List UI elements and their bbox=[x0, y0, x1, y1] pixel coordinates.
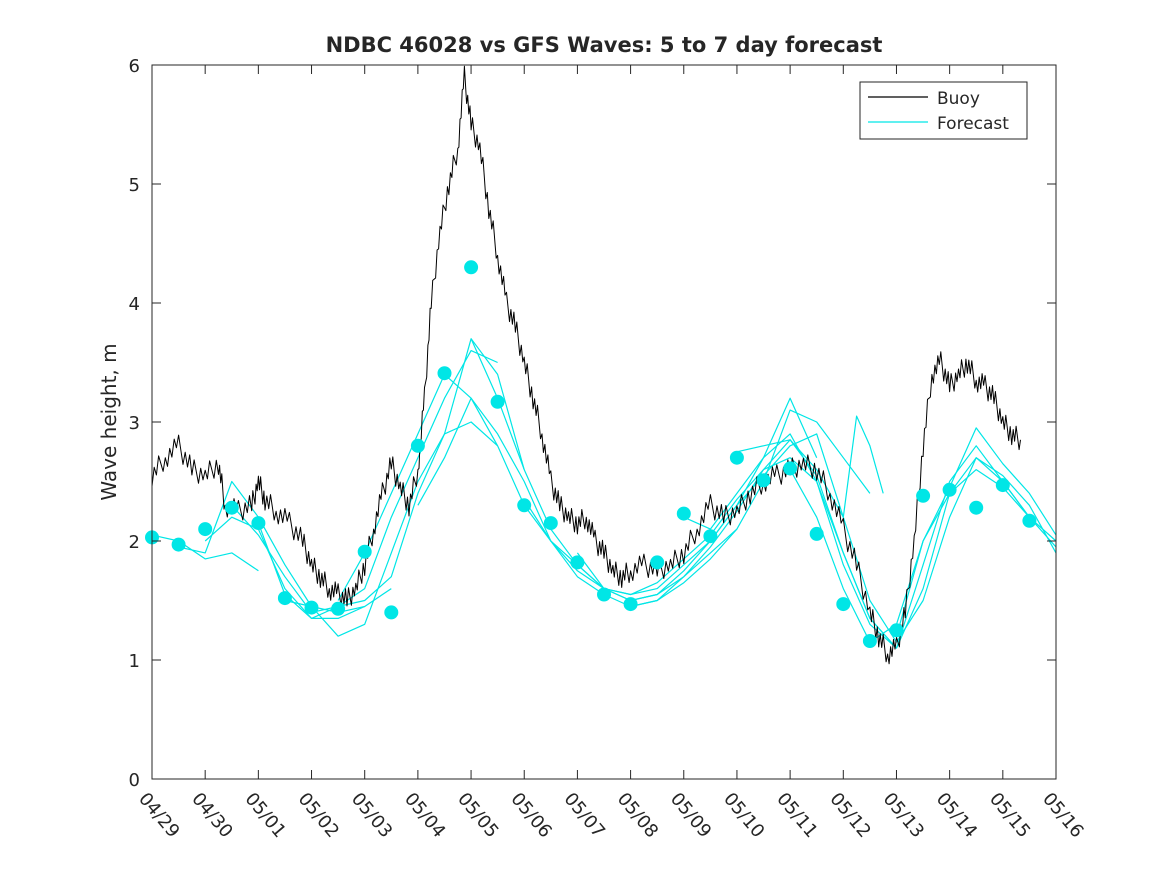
x-tick-label: 04/29 bbox=[134, 789, 183, 842]
y-tick-label: 1 bbox=[129, 651, 140, 672]
forecast-marker bbox=[916, 488, 931, 503]
x-tick-label: 05/06 bbox=[506, 789, 555, 842]
y-tick-label: 0 bbox=[129, 770, 140, 791]
x-tick-label: 05/11 bbox=[772, 789, 821, 842]
forecast-marker bbox=[995, 478, 1010, 493]
x-tick-label: 05/01 bbox=[241, 789, 290, 842]
forecast-marker bbox=[198, 522, 213, 537]
forecast-marker bbox=[331, 601, 346, 616]
plot-background bbox=[152, 65, 1056, 779]
forecast-marker bbox=[862, 634, 877, 648]
forecast-marker bbox=[410, 438, 425, 453]
legend: Buoy Forecast bbox=[859, 81, 1028, 140]
forecast-marker bbox=[437, 366, 452, 381]
forecast-marker bbox=[809, 526, 824, 541]
buoy-line bbox=[151, 65, 1021, 665]
forecast-marker bbox=[969, 500, 984, 515]
forecast-marker bbox=[650, 555, 665, 570]
forecast-run-line bbox=[576, 433, 1030, 643]
forecast-marker bbox=[304, 600, 319, 615]
forecast-marker bbox=[836, 597, 851, 612]
forecast-marker bbox=[251, 516, 266, 531]
forecast-marker bbox=[783, 461, 798, 476]
x-tick-label: 05/16 bbox=[1038, 789, 1087, 842]
forecast-marker bbox=[543, 516, 558, 531]
x-tick-label: 05/12 bbox=[825, 789, 874, 842]
x-tick-label: 05/15 bbox=[985, 789, 1034, 842]
x-tick-label: 05/13 bbox=[879, 789, 928, 842]
forecast-run-line bbox=[284, 421, 499, 637]
forecast-marker bbox=[1022, 513, 1037, 528]
x-tick-label: 05/10 bbox=[719, 789, 768, 842]
forecast-run-line bbox=[683, 433, 1057, 649]
forecast-marker bbox=[703, 529, 718, 544]
y-axis: 0 1 2 3 4 5 6 bbox=[129, 56, 1056, 791]
y-tick-label: 3 bbox=[129, 413, 140, 434]
forecast-marker bbox=[464, 260, 479, 275]
forecast-marker bbox=[623, 597, 638, 612]
buoy-series bbox=[151, 65, 1021, 665]
y-tick-label: 6 bbox=[129, 56, 140, 77]
forecast-marker bbox=[676, 506, 691, 521]
plot-area bbox=[145, 64, 1057, 780]
y-tick-label: 2 bbox=[129, 532, 140, 553]
forecast-marker bbox=[490, 394, 505, 409]
x-tick-label: 05/08 bbox=[613, 789, 662, 842]
y-axis-label: Wave height, m bbox=[97, 343, 121, 500]
x-tick-label: 05/14 bbox=[932, 789, 981, 842]
forecast-marker bbox=[224, 500, 239, 515]
forecast-marker bbox=[277, 591, 292, 606]
x-tick-label: 05/03 bbox=[347, 789, 396, 842]
forecast-run-line bbox=[630, 445, 1057, 649]
forecast-marker bbox=[942, 482, 957, 497]
chart-title: NDBC 46028 vs GFS Waves: 5 to 7 day fore… bbox=[326, 33, 883, 57]
forecast-marker bbox=[570, 555, 585, 570]
forecast-marker bbox=[889, 623, 904, 638]
y-tick-label: 4 bbox=[129, 294, 140, 315]
forecast-marker bbox=[597, 587, 611, 602]
forecast-markers bbox=[145, 260, 1037, 648]
x-tick-label: 04/30 bbox=[187, 789, 236, 842]
forecast-run-line bbox=[257, 338, 525, 620]
forecast-marker bbox=[171, 537, 186, 552]
forecast-run-line bbox=[151, 534, 259, 572]
x-tick-label: 05/04 bbox=[400, 789, 449, 842]
forecast-marker bbox=[357, 544, 372, 559]
forecast-marker bbox=[384, 605, 399, 620]
x-tick-label: 05/07 bbox=[560, 789, 609, 842]
forecast-marker bbox=[517, 498, 532, 513]
forecast-run-line bbox=[337, 373, 738, 602]
x-tick-label: 05/05 bbox=[453, 789, 502, 842]
legend-forecast-label: Forecast bbox=[937, 114, 1009, 134]
forecast-marker bbox=[756, 473, 771, 488]
legend-buoy-label: Buoy bbox=[937, 89, 980, 109]
forecast-marker bbox=[729, 450, 744, 465]
y-tick-label: 5 bbox=[129, 175, 140, 196]
forecast-run-line bbox=[895, 457, 1057, 637]
x-tick-label: 05/02 bbox=[294, 789, 343, 842]
x-tick-label: 05/09 bbox=[666, 789, 715, 842]
legend-box bbox=[859, 81, 1028, 140]
forecast-run-line bbox=[470, 338, 818, 596]
